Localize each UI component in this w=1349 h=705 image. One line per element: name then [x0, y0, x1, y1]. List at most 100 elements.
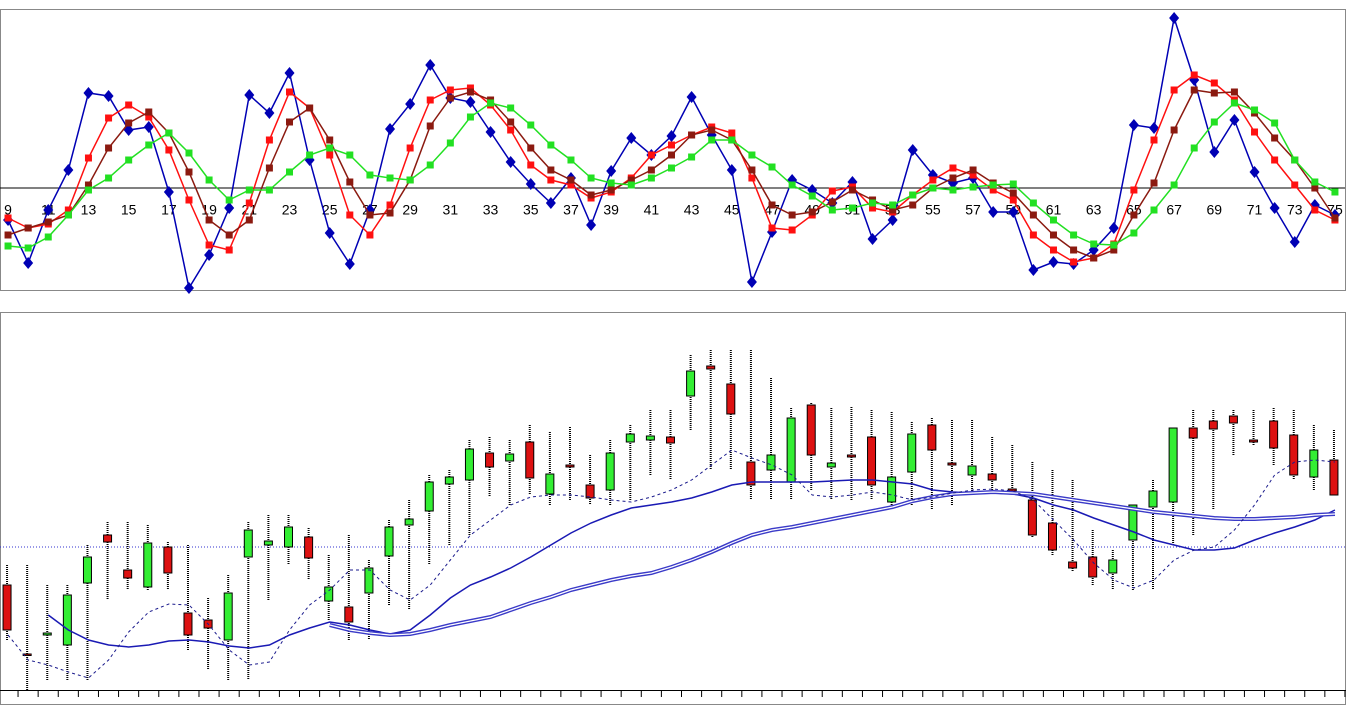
point-marker: [44, 233, 52, 241]
point-marker: [105, 114, 113, 122]
point-marker: [989, 186, 997, 194]
point-marker: [607, 179, 615, 187]
point-marker: [686, 91, 697, 103]
point-marker: [284, 67, 295, 79]
x-tick-label: 35: [523, 202, 539, 218]
point-marker: [245, 216, 253, 224]
x-tick-label: 55: [925, 202, 941, 218]
point-marker: [1230, 99, 1238, 107]
point-marker: [1029, 199, 1037, 207]
candle-body: [1309, 449, 1319, 478]
candle-body: [364, 567, 374, 594]
point-marker: [889, 206, 897, 214]
x-tick-label: 29: [402, 202, 418, 218]
series-line: [47, 479, 1336, 649]
point-marker: [105, 174, 113, 182]
point-marker: [788, 226, 796, 234]
candle-body: [22, 653, 32, 656]
candle-body: [263, 540, 273, 546]
point-marker: [869, 204, 877, 212]
point-marker: [746, 276, 757, 288]
candle-body: [645, 435, 655, 441]
point-marker: [547, 166, 555, 174]
candle-body: [1128, 504, 1138, 541]
point-marker: [84, 154, 92, 162]
point-marker: [768, 224, 776, 232]
point-marker: [907, 144, 918, 156]
point-marker: [385, 123, 396, 135]
candle-body: [826, 462, 836, 468]
point-marker: [145, 108, 153, 116]
point-marker: [708, 136, 716, 144]
point-marker: [627, 181, 635, 189]
point-marker: [43, 204, 54, 216]
point-marker: [1190, 86, 1198, 94]
point-marker: [606, 165, 617, 177]
point-marker: [185, 196, 193, 204]
point-marker: [446, 86, 454, 94]
candle-body: [1047, 522, 1057, 551]
point-marker: [1331, 214, 1339, 222]
candle-body: [565, 464, 575, 468]
point-marker: [1271, 119, 1279, 127]
point-marker: [848, 186, 856, 194]
point-marker: [1110, 246, 1118, 254]
point-marker: [1311, 178, 1319, 186]
point-marker: [889, 201, 897, 209]
x-tick-label: 23: [282, 202, 298, 218]
candle-body: [967, 465, 977, 476]
candle-body: [625, 433, 635, 443]
point-marker: [1150, 179, 1158, 187]
point-marker: [1130, 211, 1138, 219]
point-marker: [125, 119, 133, 127]
point-marker: [446, 139, 454, 147]
point-marker: [1009, 189, 1017, 197]
candle-body: [404, 518, 414, 526]
point-marker: [4, 242, 12, 250]
candle-body: [103, 534, 113, 543]
point-marker: [867, 233, 878, 245]
point-marker: [244, 89, 255, 101]
point-marker: [1110, 241, 1118, 249]
point-marker: [567, 156, 575, 164]
point-marker: [1170, 126, 1178, 134]
candle-body: [223, 592, 233, 641]
x-tick-label: 37: [563, 202, 579, 218]
candle-body: [464, 448, 474, 481]
point-marker: [425, 59, 436, 71]
point-marker: [929, 176, 937, 184]
oscillator-panel: [0, 9, 1346, 291]
point-marker: [1289, 236, 1300, 248]
point-marker: [869, 199, 877, 207]
point-marker: [346, 151, 354, 159]
point-marker: [989, 181, 997, 189]
point-marker: [949, 164, 957, 172]
candle-body: [665, 436, 675, 444]
point-marker: [225, 246, 233, 254]
candle-body: [42, 632, 52, 636]
point-marker: [507, 104, 515, 112]
x-tick-label: 61: [1046, 202, 1062, 218]
x-tick-label: 47: [764, 202, 780, 218]
point-marker: [1070, 246, 1078, 254]
x-tick-label: 13: [81, 202, 97, 218]
candle-body: [846, 454, 856, 458]
point-marker: [466, 84, 474, 92]
point-marker: [63, 164, 74, 176]
point-marker: [1170, 86, 1178, 94]
point-marker: [286, 88, 294, 96]
candle-body: [424, 481, 434, 512]
candle-body: [686, 370, 696, 397]
point-marker: [366, 231, 374, 239]
candle-body: [1329, 459, 1339, 496]
x-tick-label: 69: [1207, 202, 1223, 218]
point-marker: [1028, 264, 1039, 276]
point-marker: [1070, 258, 1078, 266]
point-marker: [788, 181, 796, 189]
candle-body: [1088, 556, 1098, 578]
candle-body: [304, 536, 314, 559]
point-marker: [748, 174, 756, 182]
point-marker: [485, 126, 496, 138]
point-marker: [1049, 216, 1057, 224]
point-marker: [344, 258, 355, 270]
